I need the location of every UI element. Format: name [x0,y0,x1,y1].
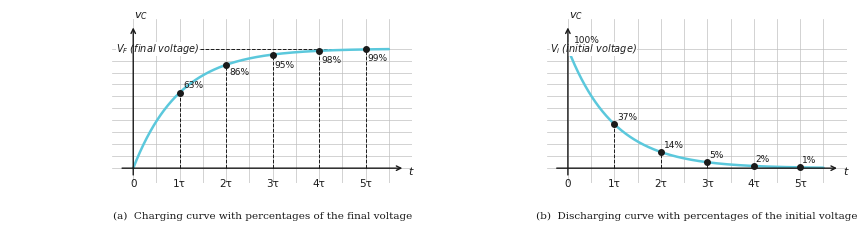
Point [654,150,668,154]
Text: 0: 0 [130,179,137,189]
Point [701,160,715,164]
Text: $v_C$: $v_C$ [569,11,583,22]
Text: 3τ: 3τ [266,179,279,189]
Text: 4τ: 4τ [313,179,326,189]
Text: 37%: 37% [618,113,638,122]
Point [266,53,280,56]
Text: 2τ: 2τ [654,179,667,189]
Text: 2%: 2% [756,155,770,164]
Text: 14%: 14% [664,141,684,150]
Point [607,122,621,126]
Text: $t$: $t$ [409,165,415,177]
Text: (b)  Discharging curve with percentages of the initial voltage: (b) Discharging curve with percentages o… [536,212,858,221]
Text: $t$: $t$ [843,165,849,177]
Text: 5%: 5% [709,151,724,160]
Point [359,48,372,51]
Text: 0: 0 [565,179,571,189]
Point [219,63,233,67]
Text: $V_i$ (initial voltage): $V_i$ (initial voltage) [550,42,637,56]
Text: 98%: 98% [321,56,341,65]
Text: $V_F$ (final voltage): $V_F$ (final voltage) [116,42,199,56]
Text: 5τ: 5τ [794,179,807,189]
Text: 1%: 1% [802,156,816,165]
Text: (a)  Charging curve with percentages of the final voltage: (a) Charging curve with percentages of t… [112,212,412,221]
Text: 100%: 100% [574,36,600,45]
Text: 5τ: 5τ [359,179,372,189]
Text: $v_C$: $v_C$ [134,11,148,22]
Text: 99%: 99% [367,54,388,63]
Point [793,165,807,169]
Point [312,49,326,53]
Text: 63%: 63% [183,81,203,90]
Text: 2τ: 2τ [219,179,232,189]
Text: 4τ: 4τ [747,179,760,189]
Text: 95%: 95% [275,61,295,69]
Text: 86%: 86% [229,68,249,77]
Text: 1τ: 1τ [608,179,621,189]
Text: 1τ: 1τ [174,179,186,189]
Point [746,164,760,168]
Text: 3τ: 3τ [701,179,714,189]
Point [173,91,187,95]
